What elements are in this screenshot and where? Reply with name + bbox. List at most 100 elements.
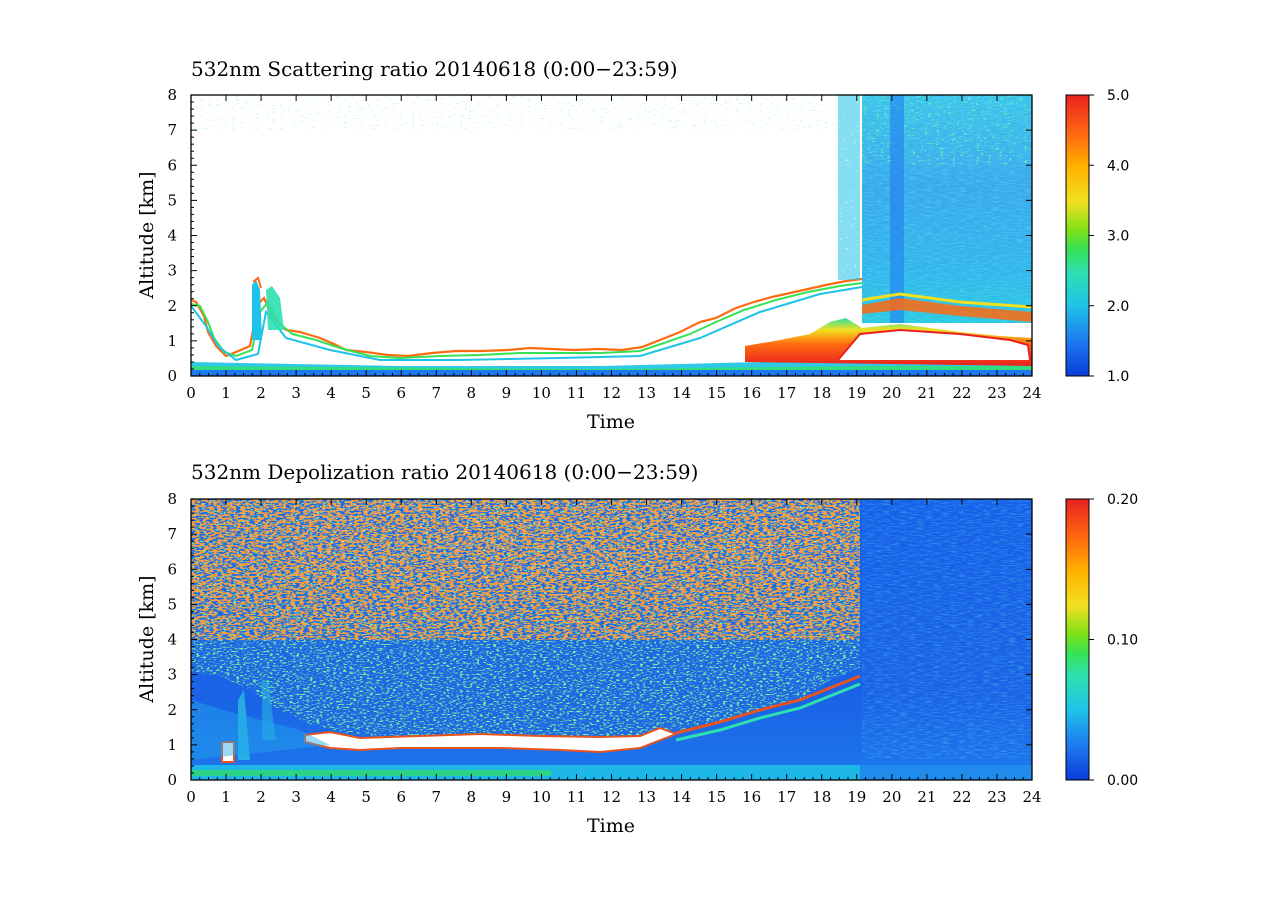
x-tick-label: 12 [602, 384, 621, 402]
x-tick-label: 3 [291, 788, 301, 806]
scattering-ratio-panel: 532nm Scattering ratio 20140618 (0:00−23… [136, 57, 1129, 433]
x-tick-label: 18 [812, 384, 831, 402]
y-tick-label: 1 [167, 736, 177, 754]
upper-specks [191, 95, 841, 130]
x-tick-label: 21 [917, 788, 936, 806]
x-tick-label: 5 [361, 384, 371, 402]
colorbar-tick-label: 2.0 [1107, 299, 1129, 315]
x-tick-label: 2 [256, 788, 266, 806]
x-tick-label: 4 [326, 384, 336, 402]
x-tick-label: 12 [602, 788, 621, 806]
x-tick-label: 8 [467, 788, 477, 806]
x-tick-label: 3 [291, 384, 301, 402]
pbl-depol-band [304, 726, 679, 754]
panel2-colorbar-ticks: 0.00 0.10 0.20 [1089, 492, 1138, 789]
colorbar-tick-label: 0.20 [1107, 492, 1138, 508]
x-tick-label: 1 [221, 384, 231, 402]
panel2-y-axis: 0 1 2 3 4 5 6 7 8 [167, 490, 1032, 789]
pbl-depol-edge [675, 674, 861, 735]
pbl-green-contour [191, 282, 863, 360]
residual-layer [191, 700, 330, 760]
surface-layer-green [191, 770, 551, 776]
pbl-depol-edge-cyan [675, 682, 861, 742]
x-tick-label: 23 [987, 384, 1006, 402]
x-tick-label: 6 [396, 788, 406, 806]
x-tick-label: 16 [742, 788, 761, 806]
scattering-ratio-heatmap [191, 95, 1032, 376]
x-tick-label: 22 [952, 384, 971, 402]
y-tick-label: 4 [167, 227, 177, 245]
y-tick-label: 7 [167, 121, 177, 139]
panel1-x-axis: 0 1 2 3 4 5 6 7 8 9 10 11 12 13 14 15 16 17 18 19 20 21 22 23 24 [186, 95, 1042, 402]
y-tick-label: 0 [167, 367, 177, 385]
y-tick-label: 7 [167, 525, 177, 543]
y-tick-label: 5 [167, 191, 177, 209]
x-tick-label: 22 [952, 788, 971, 806]
x-tick-label: 17 [777, 384, 796, 402]
panel2-title: 532nm Depolization ratio 20140618 (0:00−… [191, 460, 698, 484]
y-tick-label: 5 [167, 595, 177, 613]
x-tick-label: 8 [467, 384, 477, 402]
y-tick-label: 0 [167, 771, 177, 789]
x-tick-label: 24 [1022, 788, 1041, 806]
y-tick-label: 8 [167, 490, 177, 508]
low-depol-texture [862, 499, 1032, 759]
depolarization-ratio-heatmap [191, 499, 1032, 780]
x-tick-label: 17 [777, 788, 796, 806]
x-tick-label: 0 [186, 788, 196, 806]
panel1-xlabel: Time [587, 411, 635, 433]
x-tick-label: 13 [637, 788, 656, 806]
noisy-white [300, 499, 860, 580]
x-tick-label: 23 [987, 788, 1006, 806]
aerosol-layer-edge [861, 292, 1032, 309]
x-tick-label: 15 [707, 384, 726, 402]
x-tick-label: 14 [672, 384, 691, 402]
plume-2h-b [266, 286, 284, 330]
y-tick-label: 2 [167, 701, 177, 719]
x-tick-label: 10 [532, 788, 551, 806]
colorbar-tick-label: 0.10 [1107, 633, 1138, 649]
x-tick-label: 6 [396, 384, 406, 402]
cloud-streak [890, 95, 904, 323]
panel2-x-axis: 0 1 2 3 4 5 6 7 8 9 10 11 12 13 14 15 16 17 18 19 20 21 22 23 24 [186, 499, 1042, 806]
x-tick-label: 20 [882, 788, 901, 806]
colorbar-tick-label: 5.0 [1107, 88, 1129, 104]
residual-streak-1 [238, 690, 250, 760]
depolarization-ratio-panel: 532nm Depolization ratio 20140618 (0:00−… [136, 460, 1138, 837]
colorbar-tick-label: 3.0 [1107, 229, 1129, 245]
x-tick-label: 20 [882, 384, 901, 402]
x-tick-label: 14 [672, 788, 691, 806]
y-tick-label: 2 [167, 297, 177, 315]
panel2-ylabel: Altitude [km] [136, 575, 158, 703]
x-tick-label: 5 [361, 788, 371, 806]
x-tick-label: 11 [567, 384, 586, 402]
panel1-ylabel: Altitude [km] [136, 171, 158, 299]
x-tick-label: 2 [256, 384, 266, 402]
x-tick-label: 24 [1022, 384, 1041, 402]
plume-2h [252, 280, 262, 340]
x-tick-label: 18 [812, 788, 831, 806]
x-tick-label: 9 [502, 788, 512, 806]
pbl-depol-blob [221, 741, 235, 763]
panel1-title: 532nm Scattering ratio 20140618 (0:00−23… [191, 57, 678, 81]
y-tick-label: 3 [167, 666, 177, 684]
x-tick-label: 21 [917, 384, 936, 402]
panel2-xlabel: Time [587, 815, 635, 837]
x-tick-label: 10 [532, 384, 551, 402]
x-tick-label: 1 [221, 788, 231, 806]
high-sr-edge [837, 328, 1031, 361]
pbl-orange-contour [191, 277, 863, 358]
x-tick-label: 9 [502, 384, 512, 402]
panel1-colorbar [1065, 94, 1090, 377]
x-tick-label: 7 [432, 384, 442, 402]
x-tick-label: 4 [326, 788, 336, 806]
x-tick-label: 15 [707, 788, 726, 806]
panel1-colorbar-ticks: 1.0 2.0 3.0 4.0 5.0 [1089, 88, 1129, 385]
panel2-colorbar [1065, 498, 1090, 781]
cloud-edge-noise [838, 95, 860, 280]
x-tick-label: 19 [847, 788, 866, 806]
x-tick-label: 13 [637, 384, 656, 402]
y-tick-label: 3 [167, 262, 177, 280]
y-tick-label: 6 [167, 156, 177, 174]
